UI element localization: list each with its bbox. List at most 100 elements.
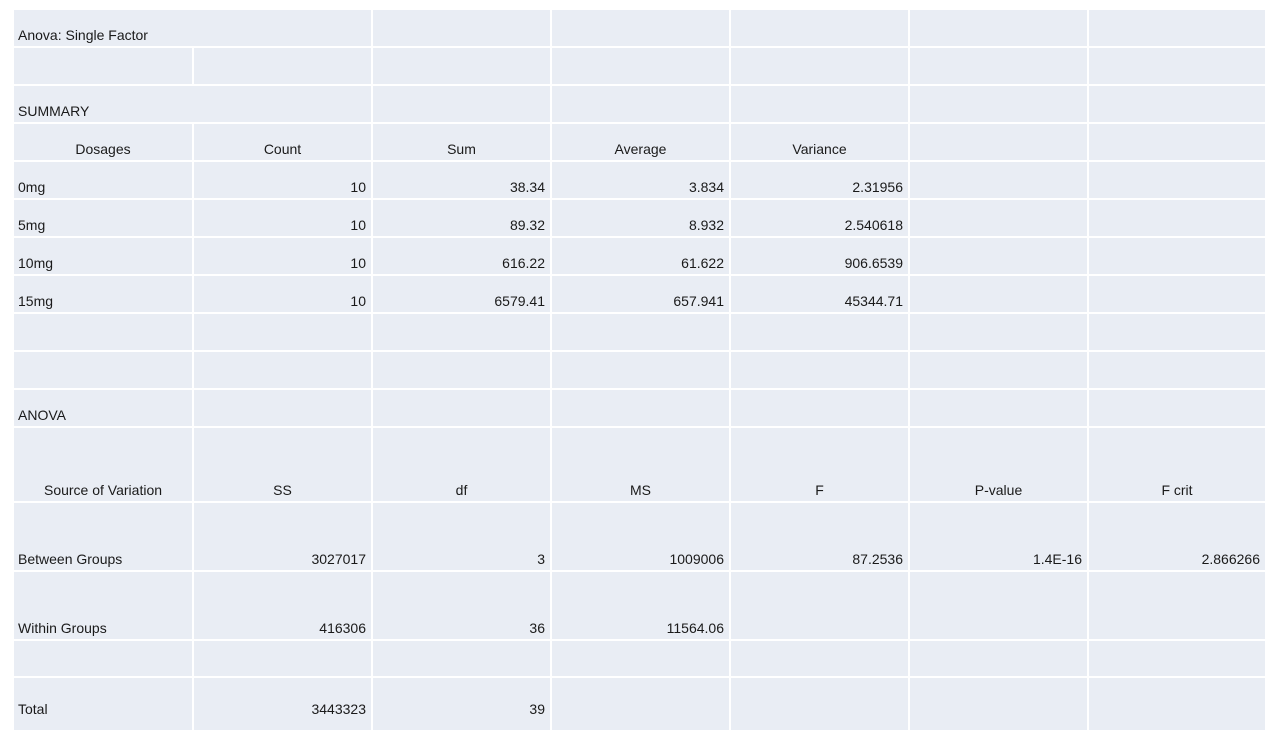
empty-cell[interactable]	[194, 48, 371, 84]
empty-cell[interactable]	[1089, 572, 1265, 639]
anova-ss-between-groups[interactable]: 3027017	[194, 503, 371, 570]
summary-count-10mg[interactable]: 10	[194, 238, 371, 274]
empty-cell[interactable]	[1089, 276, 1265, 312]
empty-cell[interactable]	[910, 162, 1087, 198]
summary-sum-0mg[interactable]: 38.34	[373, 162, 550, 198]
anova-ms-between-groups[interactable]: 1009006	[552, 503, 729, 570]
empty-cell[interactable]	[731, 352, 908, 388]
summary-sum-5mg[interactable]: 89.32	[373, 200, 550, 236]
summary-header-variance[interactable]: Variance	[731, 124, 908, 160]
summary-variance-10mg[interactable]: 906.6539	[731, 238, 908, 274]
summary-variance-0mg[interactable]: 2.31956	[731, 162, 908, 198]
empty-cell[interactable]	[731, 678, 908, 730]
empty-cell[interactable]	[910, 124, 1087, 160]
summary-average-5mg[interactable]: 8.932	[552, 200, 729, 236]
empty-cell[interactable]	[731, 641, 908, 676]
anova-title-cell[interactable]: Anova: Single Factor	[14, 10, 371, 46]
anova-ss-within-groups[interactable]: 416306	[194, 572, 371, 639]
empty-cell[interactable]	[731, 86, 908, 122]
empty-cell[interactable]	[552, 10, 729, 46]
summary-label-cell[interactable]: SUMMARY	[14, 86, 371, 122]
empty-cell[interactable]	[194, 314, 371, 350]
empty-cell[interactable]	[373, 641, 550, 676]
empty-cell[interactable]	[910, 352, 1087, 388]
anova-header-f[interactable]: F	[731, 428, 908, 501]
summary-average-10mg[interactable]: 61.622	[552, 238, 729, 274]
anova-df-between-groups[interactable]: 3	[373, 503, 550, 570]
anova-header-f-crit[interactable]: F crit	[1089, 428, 1265, 501]
anova-row-label-total[interactable]: Total	[14, 678, 192, 730]
summary-header-dosages[interactable]: Dosages	[14, 124, 192, 160]
summary-count-5mg[interactable]: 10	[194, 200, 371, 236]
summary-header-average[interactable]: Average	[552, 124, 729, 160]
empty-cell[interactable]	[1089, 10, 1265, 46]
empty-cell[interactable]	[731, 10, 908, 46]
empty-cell[interactable]	[373, 86, 550, 122]
empty-cell[interactable]	[1089, 124, 1265, 160]
empty-cell[interactable]	[194, 390, 371, 426]
empty-cell[interactable]	[373, 314, 550, 350]
empty-cell[interactable]	[1089, 48, 1265, 84]
empty-cell[interactable]	[910, 48, 1087, 84]
summary-count-15mg[interactable]: 10	[194, 276, 371, 312]
empty-cell[interactable]	[910, 200, 1087, 236]
empty-cell[interactable]	[552, 641, 729, 676]
anova-header-ss[interactable]: SS	[194, 428, 371, 501]
empty-cell[interactable]	[910, 276, 1087, 312]
summary-row-label-5mg[interactable]: 5mg	[14, 200, 192, 236]
anova-header-df[interactable]: df	[373, 428, 550, 501]
anova-row-label-between-groups[interactable]: Between Groups	[14, 503, 192, 570]
empty-cell[interactable]	[552, 48, 729, 84]
empty-cell[interactable]	[910, 572, 1087, 639]
summary-row-label-10mg[interactable]: 10mg	[14, 238, 192, 274]
summary-header-count[interactable]: Count	[194, 124, 371, 160]
anova-section-label-cell[interactable]: ANOVA	[14, 390, 192, 426]
anova-header-source[interactable]: Source of Variation	[14, 428, 192, 501]
empty-cell[interactable]	[1089, 238, 1265, 274]
empty-cell[interactable]	[194, 641, 371, 676]
empty-cell[interactable]	[1089, 678, 1265, 730]
anova-p-value-between-groups[interactable]: 1.4E-16	[910, 503, 1087, 570]
empty-cell[interactable]	[14, 314, 192, 350]
empty-cell[interactable]	[14, 352, 192, 388]
empty-cell[interactable]	[552, 352, 729, 388]
anova-df-total[interactable]: 39	[373, 678, 550, 730]
anova-f-crit-between-groups[interactable]: 2.866266	[1089, 503, 1265, 570]
empty-cell[interactable]	[14, 48, 192, 84]
empty-cell[interactable]	[552, 678, 729, 730]
anova-f-between-groups[interactable]: 87.2536	[731, 503, 908, 570]
empty-cell[interactable]	[373, 352, 550, 388]
summary-variance-5mg[interactable]: 2.540618	[731, 200, 908, 236]
empty-cell[interactable]	[910, 10, 1087, 46]
summary-variance-15mg[interactable]: 45344.71	[731, 276, 908, 312]
empty-cell[interactable]	[1089, 390, 1265, 426]
empty-cell[interactable]	[373, 10, 550, 46]
empty-cell[interactable]	[910, 238, 1087, 274]
anova-ms-within-groups[interactable]: 11564.06	[552, 572, 729, 639]
summary-header-sum[interactable]: Sum	[373, 124, 550, 160]
empty-cell[interactable]	[910, 314, 1087, 350]
empty-cell[interactable]	[910, 86, 1087, 122]
empty-cell[interactable]	[14, 641, 192, 676]
empty-cell[interactable]	[1089, 200, 1265, 236]
empty-cell[interactable]	[1089, 86, 1265, 122]
empty-cell[interactable]	[1089, 352, 1265, 388]
empty-cell[interactable]	[910, 641, 1087, 676]
anova-header-ms[interactable]: MS	[552, 428, 729, 501]
summary-sum-15mg[interactable]: 6579.41	[373, 276, 550, 312]
anova-ss-total[interactable]: 3443323	[194, 678, 371, 730]
empty-cell[interactable]	[373, 390, 550, 426]
empty-cell[interactable]	[552, 390, 729, 426]
empty-cell[interactable]	[731, 314, 908, 350]
empty-cell[interactable]	[731, 390, 908, 426]
summary-sum-10mg[interactable]: 616.22	[373, 238, 550, 274]
empty-cell[interactable]	[373, 48, 550, 84]
empty-cell[interactable]	[1089, 314, 1265, 350]
empty-cell[interactable]	[194, 352, 371, 388]
empty-cell[interactable]	[1089, 641, 1265, 676]
empty-cell[interactable]	[731, 48, 908, 84]
summary-average-15mg[interactable]: 657.941	[552, 276, 729, 312]
summary-row-label-15mg[interactable]: 15mg	[14, 276, 192, 312]
summary-row-label-0mg[interactable]: 0mg	[14, 162, 192, 198]
empty-cell[interactable]	[731, 572, 908, 639]
